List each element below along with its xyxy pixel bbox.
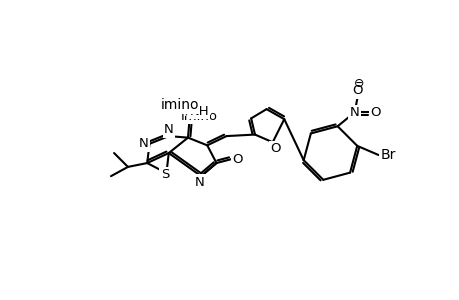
- Text: O: O: [231, 153, 242, 166]
- Text: O: O: [352, 84, 362, 97]
- Text: S: S: [160, 168, 169, 181]
- Text: N: N: [349, 106, 358, 119]
- Text: imino: imino: [175, 106, 212, 119]
- Text: ⊖: ⊖: [353, 76, 364, 90]
- Text: imino: imino: [180, 110, 217, 123]
- Text: N: N: [138, 137, 148, 150]
- Text: NH: NH: [189, 105, 209, 118]
- Text: N: N: [163, 123, 173, 136]
- Text: Br: Br: [380, 148, 395, 162]
- Text: imino: imino: [160, 98, 198, 112]
- Text: O: O: [369, 106, 380, 119]
- Text: O: O: [270, 142, 280, 155]
- Text: N: N: [194, 176, 204, 189]
